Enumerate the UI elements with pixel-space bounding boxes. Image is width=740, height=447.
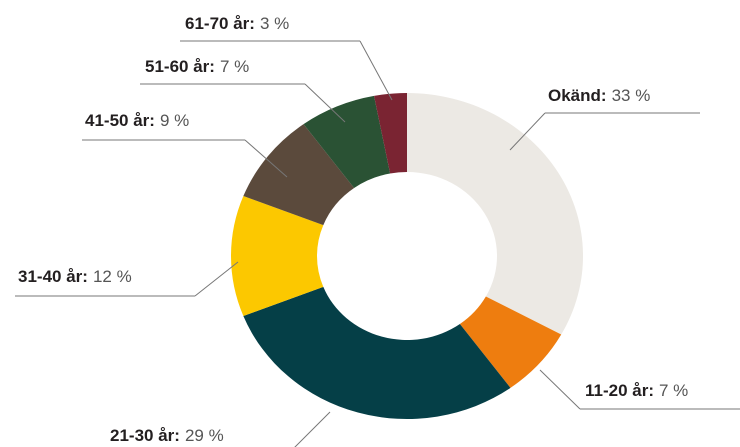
slice <box>303 95 391 189</box>
leader-line <box>180 40 393 101</box>
category-label: 21-30 år: <box>110 426 180 445</box>
leader-line <box>509 112 700 151</box>
value-label: 9 % <box>160 111 189 130</box>
slice-label: 21-30 år: 29 % <box>110 426 224 445</box>
slice <box>243 124 355 226</box>
category-label: 41-50 år: <box>85 111 155 130</box>
category-label: Okänd: <box>548 86 607 105</box>
slice <box>374 93 407 174</box>
category-label: 51-60 år: <box>145 57 215 76</box>
category-label: 31-40 år: <box>18 267 88 286</box>
value-label: 7 % <box>659 381 688 400</box>
leader-line <box>539 369 740 410</box>
leader-line <box>15 261 239 297</box>
slice <box>243 286 511 419</box>
leader-line <box>140 83 346 123</box>
slice-label: 41-50 år: 9 % <box>85 111 189 130</box>
slice-label: 31-40 år: 12 % <box>18 267 132 286</box>
category-label: 11-20 år: <box>585 381 654 400</box>
value-label: 7 % <box>220 57 249 76</box>
leader-line <box>82 139 288 178</box>
value-label: 33 % <box>612 86 651 105</box>
leader-line <box>294 411 331 447</box>
slice-label: Okänd: 33 % <box>548 86 650 105</box>
value-label: 29 % <box>185 426 224 445</box>
value-label: 3 % <box>260 14 289 33</box>
slice <box>407 93 583 335</box>
slice-label: 51-60 år: 7 % <box>145 57 249 76</box>
slice <box>230 195 324 317</box>
slice-label: 61-70 år: 3 % <box>185 14 289 33</box>
slice <box>459 296 562 388</box>
value-label: 12 % <box>93 267 132 286</box>
slice-label: 11-20 år: 7 % <box>585 381 688 400</box>
category-label: 61-70 år: <box>185 14 255 33</box>
